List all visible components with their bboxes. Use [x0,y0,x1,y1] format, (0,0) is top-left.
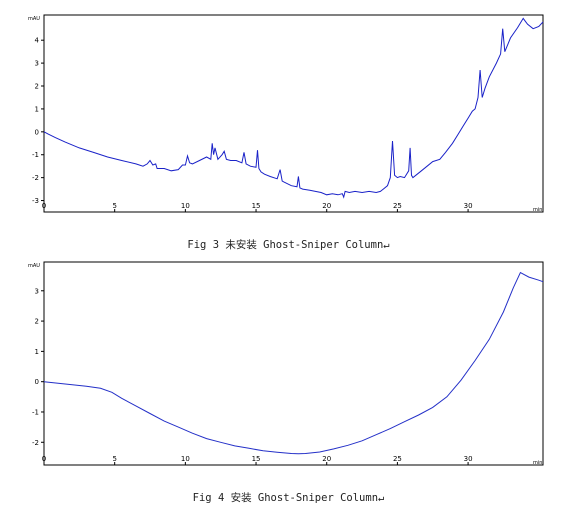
y-tick-label: 1 [35,105,39,113]
figure-caption-3: Fig 3 未安装 Ghost-Sniper Column↵ [187,239,390,251]
x-tick-label: 0 [42,202,46,210]
chromatogram-fig3: -3 -2 -1 0 1 2 3 4 0 5 10 15 20 25 30 mAU min [28,14,544,213]
y-tick-label: -2 [32,439,39,447]
x-tick-label: 5 [112,455,116,463]
x-unit-label: min [533,460,542,466]
y-tick-label: 2 [35,318,39,326]
x-tick-label: 10 [181,202,190,210]
plot-frame [43,261,544,466]
x-tick-label: 10 [181,455,190,463]
x-tick-label: 15 [252,455,261,463]
x-tick-label: 20 [322,202,331,210]
x-tick-label: 5 [112,202,116,210]
y-tick-label: 2 [35,83,39,91]
y-unit-label: mAU [28,263,40,269]
x-tick-label: 30 [464,455,473,463]
x-unit-label: min [533,207,542,213]
y-tick-label: 0 [35,378,39,386]
y-tick-label: 1 [35,348,39,356]
x-tick-label: 20 [322,455,331,463]
x-tick-label: 0 [42,455,46,463]
y-tick-label: 3 [35,60,39,68]
x-tick-label: 30 [464,202,473,210]
y-tick-label: 4 [35,37,40,45]
y-tick-label: -1 [32,408,39,416]
x-tick-label: 25 [393,455,402,463]
y-tick-label: -1 [32,151,39,159]
y-tick-label: 0 [35,128,39,136]
x-tick-label: 25 [393,202,402,210]
figure-caption-4: Fig 4 安装 Ghost-Sniper Column↵ [192,492,385,504]
series-line [43,271,544,455]
plot-frame [43,14,544,213]
y-tick-label: -3 [32,197,39,205]
y-tick-label: -2 [32,174,39,182]
y-tick-label: 3 [35,287,39,295]
y-unit-label: mAU [28,16,40,22]
axis-ticks: -3 -2 -1 0 1 2 3 4 0 5 10 15 20 25 30 [32,37,473,212]
x-tick-label: 15 [252,202,261,210]
series-line [43,17,544,199]
